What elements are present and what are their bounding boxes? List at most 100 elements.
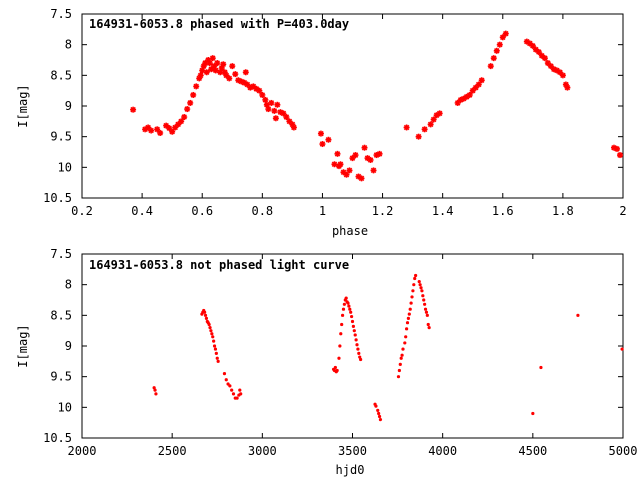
- unphased-data-point: [209, 329, 213, 333]
- unphased-data-point: [411, 289, 415, 293]
- phased-x-tick-label: 2: [619, 204, 626, 218]
- phased-data-point: [367, 156, 374, 163]
- phased-y-tick-label: 10.5: [43, 191, 72, 205]
- unphased-data-point: [376, 408, 380, 412]
- unphased-x-tick-label: 3500: [338, 444, 367, 458]
- unphased-data-point: [424, 310, 429, 314]
- unphased-data-point: [406, 316, 411, 320]
- phased-y-axis-title: I[mag]: [16, 84, 30, 127]
- unphased-x-tick-label: 4000: [428, 444, 457, 458]
- unphased-data-point: [355, 343, 359, 347]
- phased-data-point: [220, 61, 227, 68]
- unphased-data-point: [340, 313, 345, 317]
- phased-data-point: [493, 47, 500, 54]
- unphased-data-point: [351, 324, 356, 328]
- phased-data-point: [272, 115, 279, 122]
- phased-data-point: [466, 91, 473, 98]
- unphased-x-tick-label: 2500: [158, 444, 187, 458]
- unphased-data-point: [420, 289, 424, 293]
- unphased-data-point: [337, 356, 341, 360]
- unphased-data-point: [401, 347, 405, 351]
- unphased-data-point: [230, 388, 234, 392]
- unphased-data-point: [413, 276, 417, 281]
- unphased-data-point: [419, 286, 423, 290]
- unphased-data-point: [152, 386, 156, 390]
- unphased-data-point: [397, 368, 401, 373]
- phased-data-point: [197, 72, 204, 79]
- phased-data-point: [376, 150, 383, 157]
- unphased-data-point: [409, 301, 413, 305]
- phased-data-point: [358, 175, 365, 182]
- unphased-data-point: [342, 302, 346, 306]
- unphased-data-point: [210, 332, 214, 336]
- phased-x-tick-label: 0.4: [131, 204, 153, 218]
- unphased-y-tick-label: 10.5: [43, 431, 72, 445]
- phased-x-tick-label: 0.2: [71, 204, 93, 218]
- phased-y-tick-label: 8: [65, 38, 72, 52]
- phased-data-point: [157, 129, 164, 136]
- phased-data-points: [130, 30, 623, 182]
- unphased-data-point: [349, 314, 354, 319]
- unphased-data-point: [396, 375, 401, 379]
- phased-data-point: [290, 124, 297, 131]
- unphased-data-point: [153, 388, 157, 392]
- unphased-data-point: [374, 404, 378, 408]
- phased-data-point: [334, 150, 341, 157]
- unphased-data-point: [211, 335, 215, 339]
- phased-data-point: [337, 161, 344, 168]
- phased-x-tick-label: 1.6: [492, 204, 514, 218]
- phased-x-tick-label: 1.2: [372, 204, 394, 218]
- unphased-data-point: [423, 307, 428, 311]
- unphased-data-point: [214, 351, 218, 355]
- unphased-y-tick-label: 9.5: [50, 370, 72, 384]
- unphased-data-point: [346, 301, 350, 305]
- unphased-data-point: [408, 307, 412, 311]
- unphased-data-point: [347, 304, 351, 308]
- unphased-data-point: [349, 310, 353, 314]
- unphased-data-point: [405, 321, 410, 325]
- unphased-data-point: [377, 411, 381, 416]
- phased-data-point: [169, 128, 176, 135]
- phased-data-point: [499, 34, 506, 41]
- phased-data-point: [421, 126, 428, 133]
- unphased-data-point: [203, 313, 208, 317]
- unphased-data-point: [212, 344, 217, 348]
- unphased-data-point: [213, 347, 218, 351]
- unphased-data-point: [350, 319, 355, 324]
- unphased-data-point: [421, 294, 425, 298]
- unphased-data-point: [335, 368, 339, 373]
- unphased-y-tick-label: 10: [58, 400, 72, 414]
- unphased-x-tick-label: 2000: [68, 444, 97, 458]
- phased-data-point: [190, 91, 197, 98]
- phased-data-point: [564, 84, 571, 91]
- unphased-data-point: [235, 396, 239, 400]
- unphased-data-point: [222, 372, 227, 376]
- phased-y-tick-label: 8.5: [50, 68, 72, 82]
- unphased-data-point: [341, 307, 346, 311]
- phased-data-point: [214, 60, 221, 67]
- phased-data-point: [361, 144, 368, 151]
- phased-y-tick-label: 9: [65, 99, 72, 113]
- unphased-data-point: [378, 418, 383, 422]
- unphased-data-point: [358, 355, 362, 359]
- phased-data-point: [343, 171, 350, 178]
- phased-data-point: [487, 63, 494, 70]
- phased-data-point: [130, 106, 137, 113]
- unphased-data-point: [418, 283, 422, 287]
- unphased-y-tick-label: 9: [65, 339, 72, 353]
- phased-chart: 164931-6053.8 phased with P=403.0day 0.2…: [16, 7, 627, 238]
- unphased-data-point: [425, 313, 429, 317]
- phased-data-point: [232, 71, 239, 78]
- unphased-data-point: [216, 359, 220, 363]
- phased-data-point: [203, 69, 210, 76]
- phased-data-point: [184, 106, 191, 113]
- phased-chart-title: 164931-6053.8 phased with P=403.0day: [89, 17, 349, 31]
- phased-data-point: [370, 167, 377, 174]
- phased-x-tick-label: 1.8: [552, 204, 574, 218]
- unphased-data-point: [212, 339, 216, 343]
- unphased-x-tick-label: 4500: [518, 444, 547, 458]
- unphased-y-tick-label: 8.5: [50, 308, 72, 322]
- unphased-data-point: [414, 273, 418, 278]
